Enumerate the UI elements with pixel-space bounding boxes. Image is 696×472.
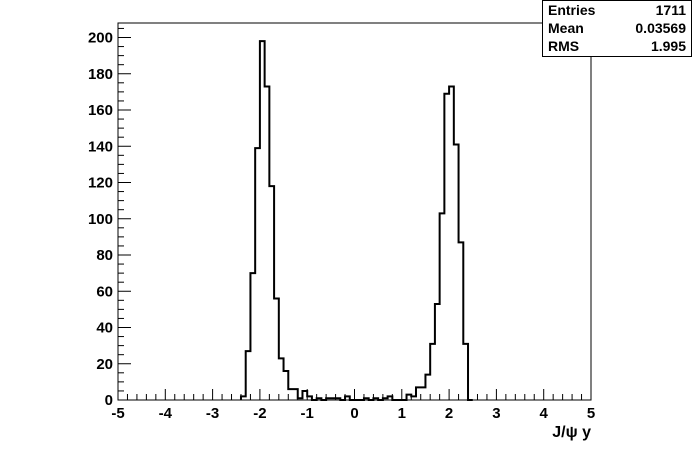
y-tick-label: 0: [105, 392, 113, 409]
x-tick-label: -2: [253, 405, 266, 422]
y-tick-label: 120: [88, 175, 113, 192]
x-tick-label: -4: [159, 405, 173, 422]
stats-entries-label: Entries: [548, 2, 596, 18]
y-tick-label: 200: [88, 30, 113, 47]
stats-rms-value: 1.995: [650, 38, 686, 54]
y-tick-label: 20: [96, 356, 113, 373]
x-tick-label: -5: [111, 405, 124, 422]
x-tick-label: 5: [587, 405, 595, 422]
histogram-outline: [239, 40, 473, 401]
stats-row-entries: Entries 1711: [543, 1, 691, 19]
x-tick-label: 2: [445, 405, 453, 422]
y-tick-label: 100: [88, 211, 113, 228]
x-axis-title: J/ψ y: [552, 424, 591, 441]
stats-mean-label: Mean: [548, 20, 584, 36]
y-tick-label: 140: [88, 138, 113, 155]
x-tick-label: 0: [350, 405, 358, 422]
y-axis-ticks: 0 20 40 60 80 100 120 140 160 180 200: [88, 27, 131, 409]
stats-rms-label: RMS: [548, 38, 580, 54]
stats-row-rms: RMS 1.995: [543, 37, 691, 55]
x-tick-label: -3: [206, 405, 219, 422]
y-tick-label: 160: [88, 102, 113, 119]
x-tick-label: -1: [301, 405, 314, 422]
y-tick-label: 180: [88, 66, 113, 83]
x-tick-label: 3: [492, 405, 500, 422]
stats-mean-value: 0.03569: [635, 20, 686, 36]
x-tick-label: 1: [398, 405, 406, 422]
stats-row-mean: Mean 0.03569: [543, 19, 691, 37]
x-axis-ticks: -5 -4 -3 -2 -1 0 1 2 3 4 5: [111, 389, 595, 422]
plot-frame: [117, 22, 592, 401]
y-tick-label: 40: [96, 320, 113, 337]
stats-box: Entries 1711 Mean 0.03569 RMS 1.995: [542, 0, 692, 57]
x-tick-label: 4: [540, 405, 549, 422]
y-tick-label: 60: [96, 283, 113, 300]
y-tick-label: 80: [96, 247, 113, 264]
stats-entries-value: 1711: [655, 2, 686, 18]
